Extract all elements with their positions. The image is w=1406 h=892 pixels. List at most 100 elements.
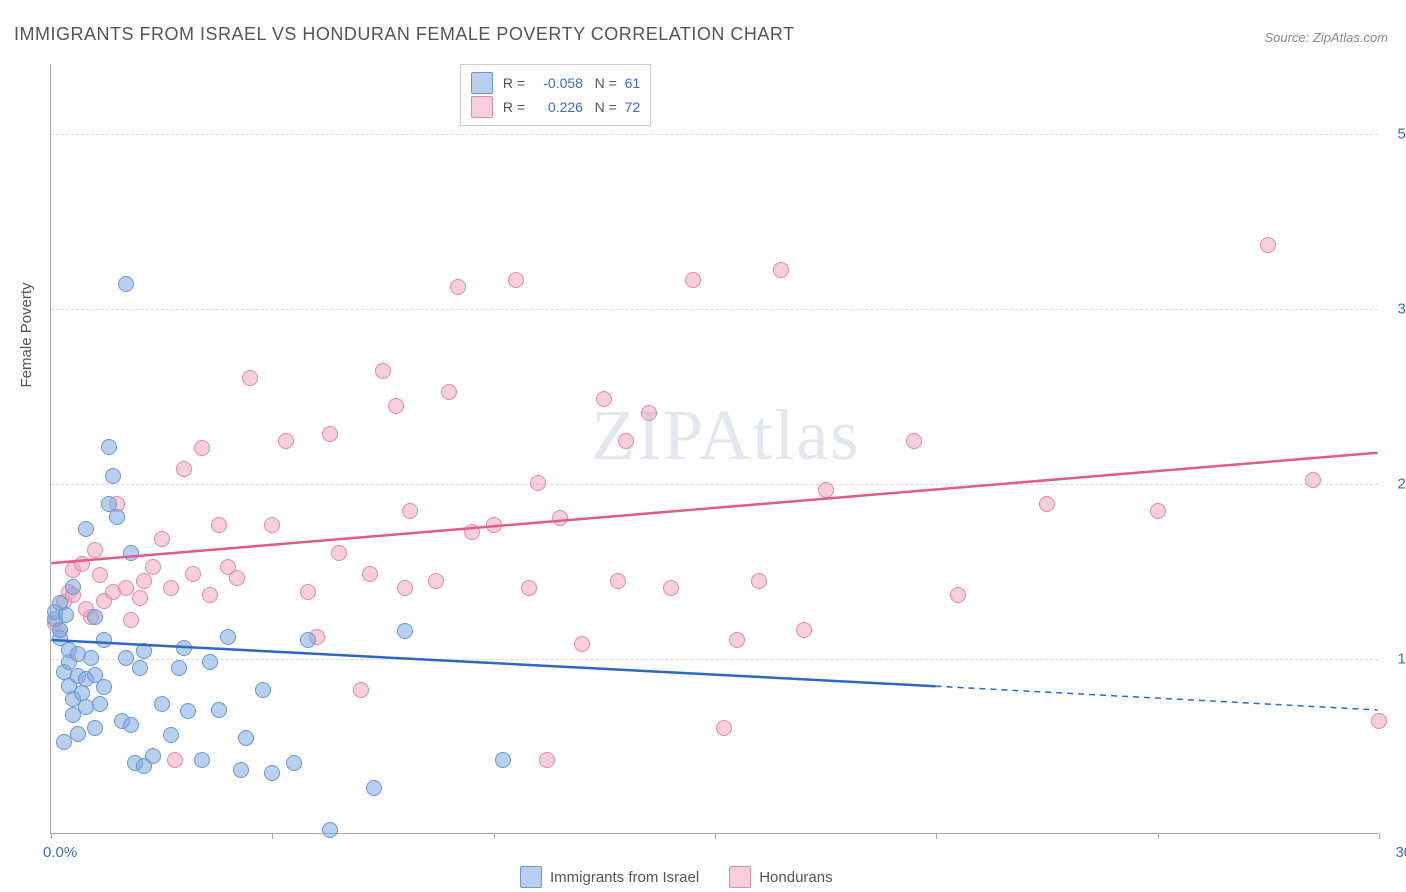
y-tick-label: 50.0% (1397, 126, 1406, 143)
legend-row-honduran: R = 0.226 N = 72 (471, 96, 640, 118)
israel-point (96, 632, 112, 648)
honduran-point (773, 262, 789, 278)
honduran-point (663, 580, 679, 596)
israel-point (109, 509, 125, 525)
honduran-point (450, 279, 466, 295)
honduran-point (618, 433, 634, 449)
israel-point (58, 607, 74, 623)
israel-point (87, 720, 103, 736)
honduran-point (163, 580, 179, 596)
honduran-point (596, 391, 612, 407)
legend-swatch-israel (471, 72, 493, 94)
israel-point (211, 702, 227, 718)
israel-point (52, 622, 68, 638)
honduran-point (353, 682, 369, 698)
honduran-trendline (51, 453, 1377, 563)
honduran-point (331, 545, 347, 561)
y-tick-label: 25.0% (1397, 476, 1406, 493)
honduran-point (521, 580, 537, 596)
israel-point (78, 521, 94, 537)
israel-point (286, 755, 302, 771)
honduran-point (552, 510, 568, 526)
honduran-point (716, 720, 732, 736)
honduran-point (796, 622, 812, 638)
israel-point (322, 822, 338, 838)
x-tick (1158, 833, 1159, 839)
x-tick (715, 833, 716, 839)
legend-row-israel: R = -0.058 N = 61 (471, 72, 640, 94)
legend-bottom-israel: Immigrants from Israel (520, 866, 699, 888)
israel-point (495, 752, 511, 768)
israel-point (118, 276, 134, 292)
honduran-point (402, 503, 418, 519)
honduran-point (74, 556, 90, 572)
y-tick-label: 12.5% (1397, 651, 1406, 668)
correlation-legend: R = -0.058 N = 61 R = 0.226 N = 72 (460, 64, 651, 126)
honduran-point (486, 517, 502, 533)
honduran-point (136, 573, 152, 589)
legend-stats-honduran: R = 0.226 N = 72 (499, 99, 640, 115)
plot-area: ZIPAtlas 0.0% 30.0% 12.5%25.0%37.5%50.0% (50, 64, 1378, 834)
israel-point (123, 545, 139, 561)
honduran-point (322, 426, 338, 442)
israel-point (136, 643, 152, 659)
israel-point (180, 703, 196, 719)
honduran-point (264, 517, 280, 533)
honduran-point (1039, 496, 1055, 512)
honduran-point (428, 573, 444, 589)
israel-point (163, 727, 179, 743)
y-axis-title: Female Poverty (18, 282, 35, 387)
honduran-point (508, 272, 524, 288)
honduran-point (818, 482, 834, 498)
honduran-point (397, 580, 413, 596)
honduran-point (202, 587, 218, 603)
honduran-point (1371, 713, 1387, 729)
israel-point (154, 696, 170, 712)
legend-bottom-swatch-honduran (729, 866, 751, 888)
honduran-point (132, 590, 148, 606)
honduran-point (154, 531, 170, 547)
legend-bottom-label-israel: Immigrants from Israel (550, 869, 699, 886)
legend-bottom-swatch-israel (520, 866, 542, 888)
israel-point (65, 579, 81, 595)
israel-point (300, 632, 316, 648)
israel-point (366, 780, 382, 796)
israel-point (83, 650, 99, 666)
gridline-h (51, 309, 1378, 310)
gridline-h (51, 659, 1378, 660)
honduran-point (1260, 237, 1276, 253)
honduran-point (729, 632, 745, 648)
israel-point (264, 765, 280, 781)
honduran-point (229, 570, 245, 586)
x-tick (936, 833, 937, 839)
honduran-point (300, 584, 316, 600)
honduran-point (176, 461, 192, 477)
trend-lines (51, 64, 1378, 833)
x-tick (494, 833, 495, 839)
legend-bottom-honduran: Hondurans (729, 866, 832, 888)
israel-point (87, 609, 103, 625)
israel-point (202, 654, 218, 670)
honduran-point (539, 752, 555, 768)
honduran-point (242, 370, 258, 386)
honduran-point (211, 517, 227, 533)
israel-point (145, 748, 161, 764)
honduran-point (167, 752, 183, 768)
honduran-point (145, 559, 161, 575)
israel-point (171, 660, 187, 676)
honduran-point (950, 587, 966, 603)
honduran-point (92, 567, 108, 583)
honduran-point (375, 363, 391, 379)
gridline-h (51, 484, 1378, 485)
honduran-point (610, 573, 626, 589)
honduran-point (530, 475, 546, 491)
israel-point (123, 717, 139, 733)
israel-point (238, 730, 254, 746)
legend-stats-israel: R = -0.058 N = 61 (499, 75, 640, 91)
x-axis-min-label: 0.0% (43, 844, 77, 861)
honduran-point (1150, 503, 1166, 519)
honduran-point (388, 398, 404, 414)
chart-title: IMMIGRANTS FROM ISRAEL VS HONDURAN FEMAL… (14, 24, 795, 45)
honduran-point (751, 573, 767, 589)
honduran-point (123, 612, 139, 628)
